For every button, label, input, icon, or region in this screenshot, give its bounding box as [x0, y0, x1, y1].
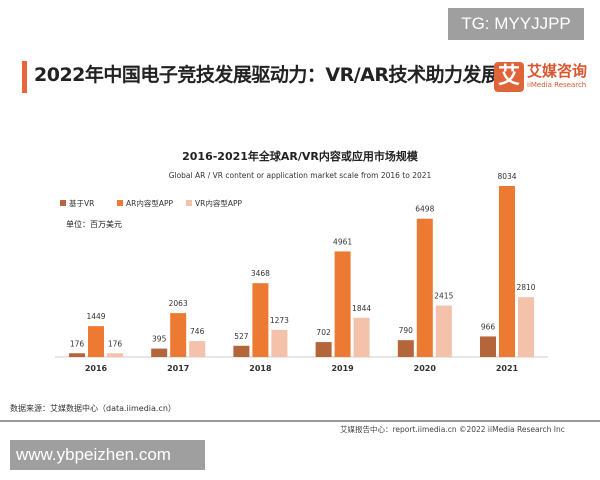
data-label: 395 [152, 335, 167, 344]
data-label: 1844 [352, 304, 371, 313]
chart-title: 2016-2021年全球AR/VR内容或应用市场规模 [182, 149, 419, 163]
bar [480, 336, 496, 357]
chart-subtitle: Global AR / VR content or application ma… [169, 171, 432, 180]
data-label: 2063 [169, 299, 188, 308]
bar [416, 218, 433, 357]
page-title: 2022年中国电子竞技发展驱动力：VR/AR技术助力发展 [34, 64, 500, 86]
bar [189, 341, 206, 357]
bar [334, 251, 351, 357]
x-tick-label: 2017 [167, 364, 189, 373]
legend-swatch [186, 200, 192, 206]
title-accent-bar [22, 61, 27, 93]
divider [0, 420, 600, 422]
data-label: 6498 [415, 205, 434, 214]
tg-badge: TG: MYYJJPP [448, 8, 584, 40]
logo-icon: 艾 [494, 62, 524, 92]
data-label: 176 [108, 339, 123, 348]
x-tick-label: 2020 [414, 364, 437, 373]
data-label: 527 [234, 332, 249, 341]
chart: 2016-2021年全球AR/VR内容或应用市场规模 Global AR / V… [55, 149, 548, 373]
bar [518, 297, 534, 357]
legend-label: 基于VR [69, 198, 94, 208]
bar [252, 283, 269, 357]
bar [170, 313, 187, 357]
data-label: 790 [399, 326, 414, 335]
legend-swatch [60, 200, 66, 206]
bar [315, 342, 332, 357]
chart-unit: 单位：百万美元 [66, 219, 122, 229]
legend-label: AR内容型APP [126, 198, 173, 208]
data-label: 1273 [270, 316, 289, 325]
bar [151, 348, 168, 357]
bar [88, 326, 104, 357]
logo-subtext: iiMedia Research [527, 81, 587, 89]
bar [435, 305, 452, 357]
data-label: 176 [70, 339, 85, 348]
bar [353, 317, 370, 357]
legend-swatch [117, 200, 123, 206]
bar [271, 329, 288, 357]
x-tick-label: 2016 [85, 364, 108, 373]
data-label: 966 [481, 322, 496, 331]
data-label: 2810 [516, 283, 535, 292]
bar [107, 353, 123, 357]
data-label: 746 [190, 327, 205, 336]
data-label: 1449 [86, 312, 105, 321]
bar [499, 186, 515, 357]
x-tick-label: 2019 [331, 364, 354, 373]
footer-text: 艾媒报告中心：report.iimedia.cn ©2022 iiMedia R… [340, 425, 565, 434]
logo-text: 艾媒咨询 [527, 62, 588, 80]
bar [69, 353, 85, 357]
data-label: 2415 [434, 292, 453, 301]
watermark: www.ybpeizhen.com [10, 440, 205, 470]
data-source: 数据来源：艾媒数据中心（data.iimedia.cn） [10, 404, 176, 413]
data-label: 4961 [333, 237, 352, 246]
x-tick-label: 2018 [249, 364, 272, 373]
legend-label: VR内容型APP [195, 198, 242, 208]
x-tick-label: 2021 [496, 364, 519, 373]
bar [397, 340, 414, 357]
data-label: 702 [316, 328, 331, 337]
bar [233, 345, 250, 357]
data-label: 3468 [251, 269, 270, 278]
data-label: 8034 [497, 172, 516, 181]
